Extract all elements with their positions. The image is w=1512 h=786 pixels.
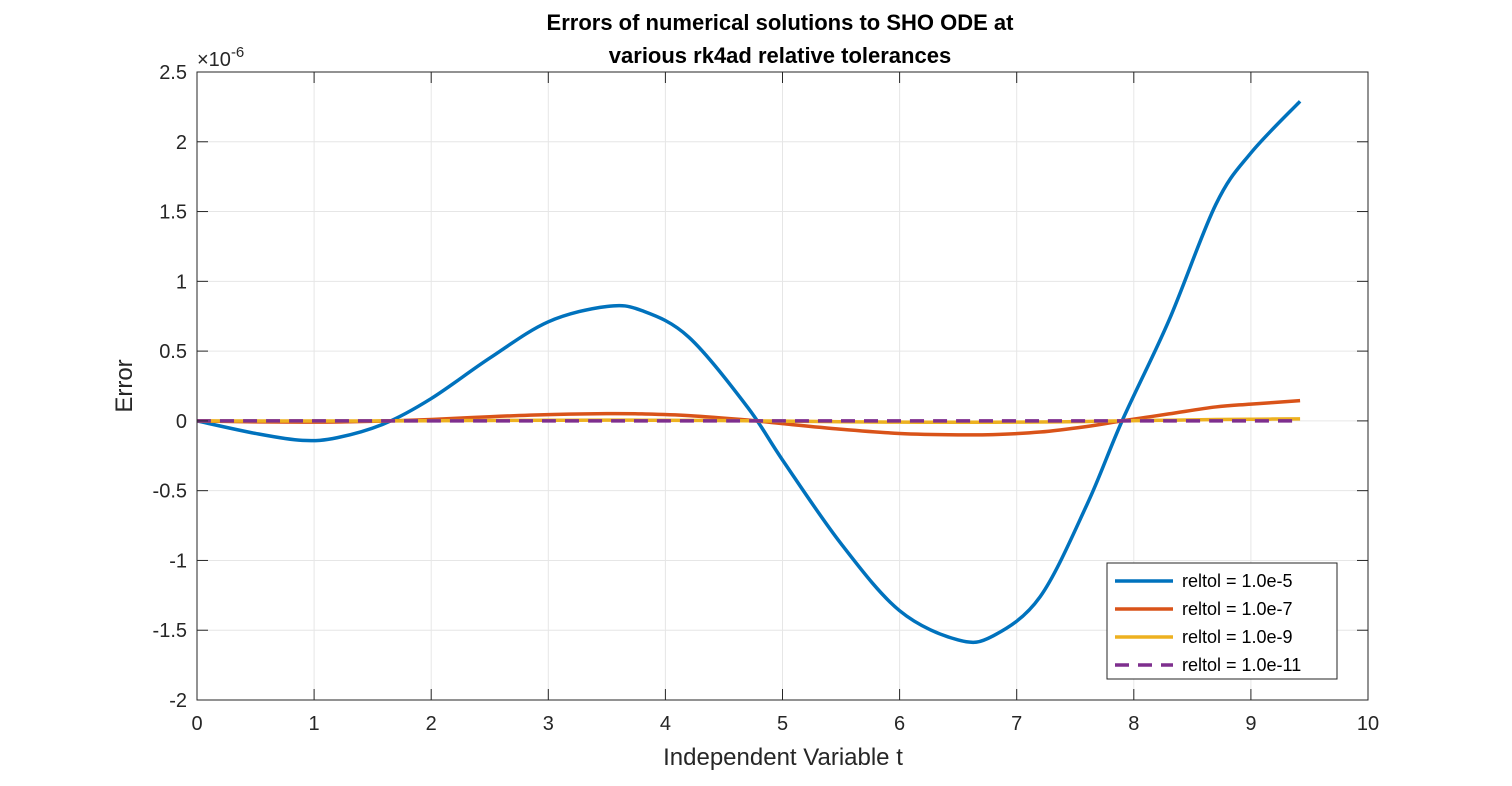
y-tick-label: 1 bbox=[176, 271, 187, 293]
y-tick-label: -0.5 bbox=[153, 481, 187, 503]
x-tick-label: 4 bbox=[660, 713, 671, 735]
legend-label-reltol-1e-7: reltol = 1.0e-7 bbox=[1182, 599, 1293, 619]
legend-label-reltol-1e-5: reltol = 1.0e-5 bbox=[1182, 571, 1293, 591]
x-tick-label: 1 bbox=[309, 713, 320, 735]
y-axis-label: Error bbox=[111, 359, 138, 412]
x-tick-label: 7 bbox=[1011, 713, 1022, 735]
series-lines bbox=[196, 100, 1302, 645]
legend-items: reltol = 1.0e-5 reltol = 1.0e-7 reltol = 1… bbox=[1115, 571, 1301, 675]
y-tick-label: -1 bbox=[169, 550, 187, 572]
y-tick-label: 0 bbox=[176, 411, 187, 433]
x-tick-label: 10 bbox=[1357, 713, 1379, 735]
x-axis-label: Independent Variable t bbox=[663, 744, 903, 771]
x-tick-label: 2 bbox=[426, 713, 437, 735]
x-tick-label: 5 bbox=[777, 713, 788, 735]
legend: reltol = 1.0e-5 reltol = 1.0e-7 reltol = 1… bbox=[1106, 562, 1338, 680]
x-tick-label: 3 bbox=[543, 713, 554, 735]
x-tick-label: 0 bbox=[191, 713, 202, 735]
y-axis-exponent: ×10-6 bbox=[197, 44, 244, 71]
legend-label-reltol-1e-11: reltol = 1.0e-11 bbox=[1182, 655, 1301, 675]
y-tick-label: 2 bbox=[176, 132, 187, 154]
y-tick-label: 1.5 bbox=[159, 202, 187, 224]
y-axis-exponent-power: -6 bbox=[231, 44, 244, 61]
y-tick-label: 0.5 bbox=[159, 341, 187, 363]
axis-tick-labels: 0 1 2 3 4 5 6 7 8 9 10 -2 -1.5 -1 -0.5 0 0.5 1 1.5 2 2.5 bbox=[153, 62, 1380, 735]
axis-ticks bbox=[196, 71, 1369, 701]
chart-title-line-1: Errors of numerical solutions to SHO ODE… bbox=[547, 10, 1015, 35]
y-tick-label: -2 bbox=[169, 690, 187, 712]
x-tick-label: 9 bbox=[1245, 713, 1256, 735]
chart-title-line-2: various rk4ad relative tolerances bbox=[609, 43, 951, 68]
y-tick-label: 2.5 bbox=[159, 62, 187, 84]
y-axis-exponent-base: ×10 bbox=[197, 49, 231, 71]
legend-label-reltol-1e-9: reltol = 1.0e-9 bbox=[1182, 627, 1293, 647]
x-tick-label: 6 bbox=[894, 713, 905, 735]
y-tick-label: -1.5 bbox=[153, 620, 187, 642]
x-tick-label: 8 bbox=[1128, 713, 1139, 735]
